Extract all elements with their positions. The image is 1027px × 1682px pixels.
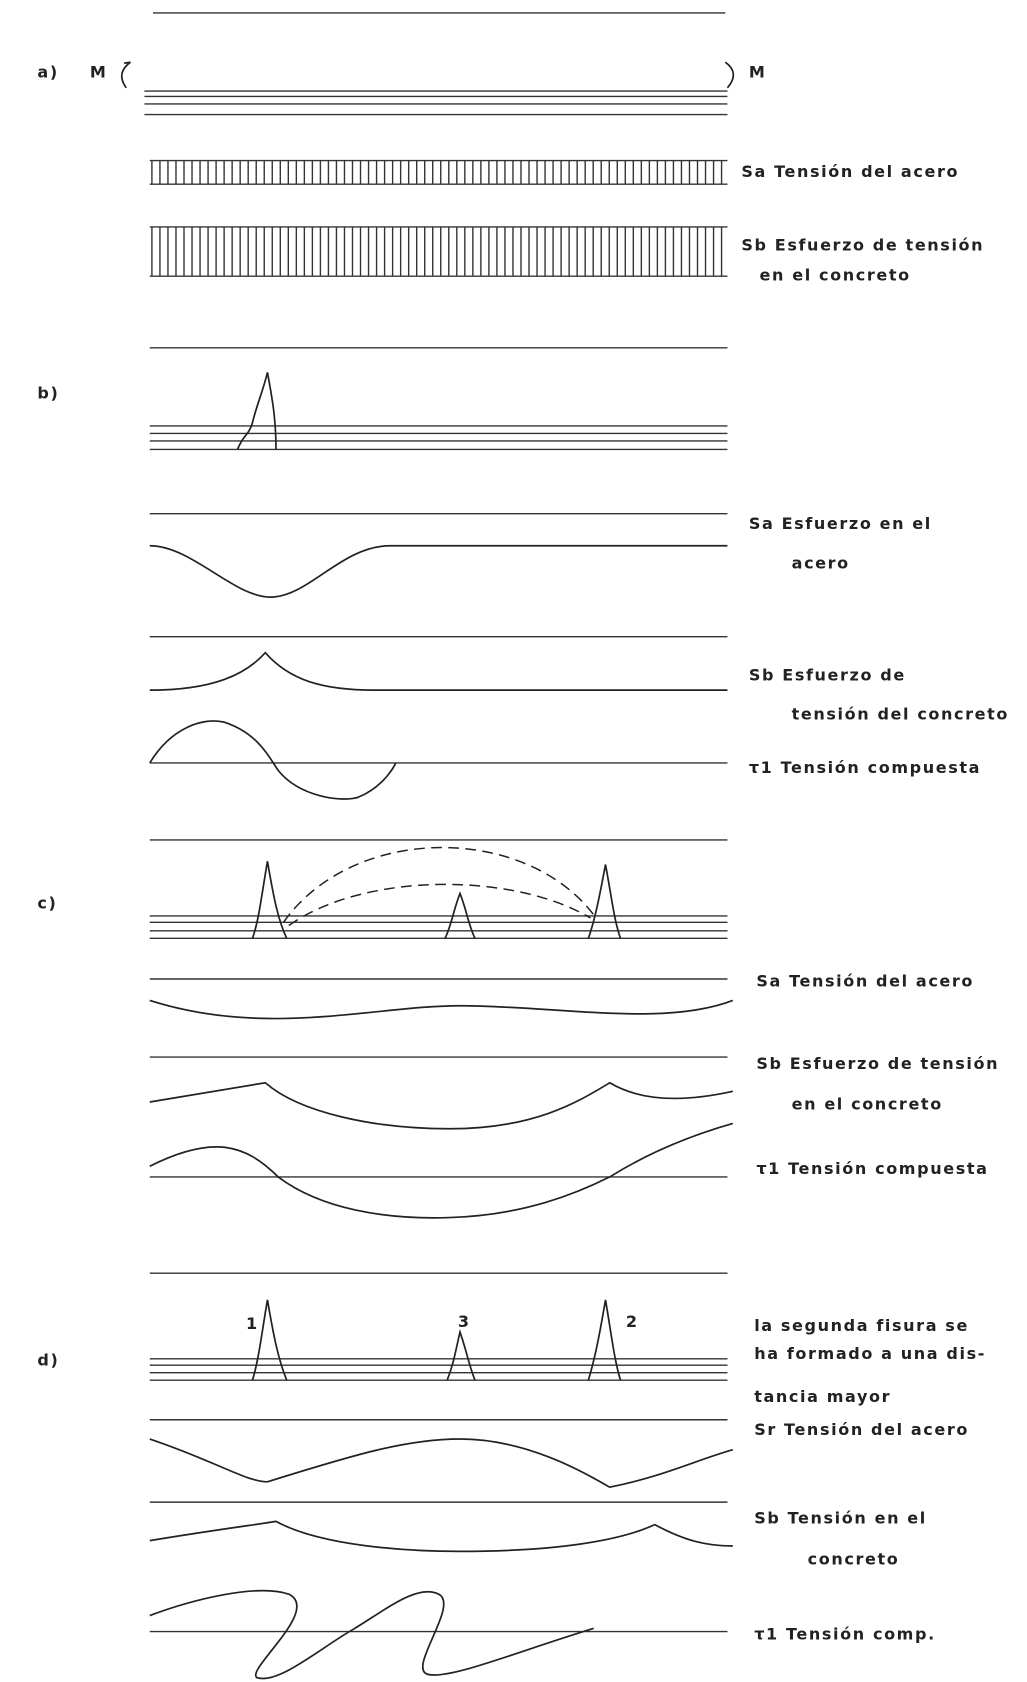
labels: a) M M Sa Tensión del acero Sb Esfuerzo … xyxy=(37,62,1009,1643)
note: concreto xyxy=(808,1549,900,1568)
note: Sa Tensión del acero xyxy=(756,972,974,991)
note: τ1 Tensión compuesta xyxy=(749,758,981,777)
note: Sa Esfuerzo en el xyxy=(749,514,932,533)
note: Sr Tensión del acero xyxy=(754,1420,969,1439)
crack-number: 2 xyxy=(626,1312,639,1331)
note: τ1 Tensión compuesta xyxy=(756,1159,988,1178)
panel-label: a) xyxy=(37,62,58,81)
note: Sb Esfuerzo de xyxy=(749,666,906,685)
note: tensión del concreto xyxy=(792,704,1009,723)
note: τ1 Tensión comp. xyxy=(754,1624,936,1643)
panel-label: b) xyxy=(37,383,59,402)
hatch-lines xyxy=(151,160,723,185)
note: ha formado a una dis- xyxy=(754,1344,986,1363)
hatch-lines xyxy=(151,226,723,277)
panel-label: c) xyxy=(37,894,57,913)
crack-number: 3 xyxy=(458,1312,471,1331)
note: acero xyxy=(792,553,850,572)
note: en el concreto xyxy=(760,266,911,285)
note: Sb Tensión en el xyxy=(754,1509,927,1528)
note: tancia mayor xyxy=(754,1387,891,1406)
lines xyxy=(120,12,735,1680)
note: Sb Esfuerzo de tensión xyxy=(741,236,984,255)
crack-number: 1 xyxy=(246,1314,259,1333)
note: Sb Esfuerzo de tensión xyxy=(756,1054,999,1073)
note: Sa Tensión del acero xyxy=(741,162,959,181)
moment: M xyxy=(749,62,767,81)
note: en el concreto xyxy=(792,1095,943,1114)
hatching xyxy=(151,226,723,277)
note: la segunda fisura se xyxy=(754,1316,969,1335)
hatching xyxy=(151,160,723,185)
moment: M xyxy=(90,62,108,81)
panel-label: d) xyxy=(37,1350,59,1369)
